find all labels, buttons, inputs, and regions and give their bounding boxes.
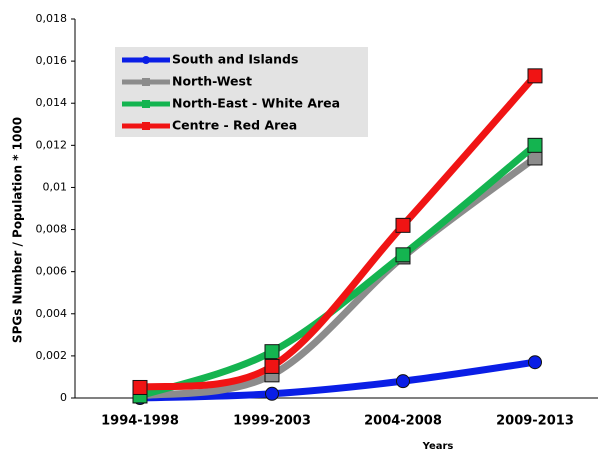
x-axis-title: Years bbox=[422, 441, 454, 452]
point bbox=[527, 137, 543, 153]
point bbox=[395, 217, 411, 233]
series-line bbox=[139, 358, 536, 402]
series-line bbox=[139, 155, 538, 400]
x-tick-label: 1999-2003 bbox=[233, 414, 311, 429]
legend-marker bbox=[142, 78, 150, 86]
y-tick-label: 0,012 bbox=[36, 138, 68, 151]
point bbox=[528, 355, 542, 370]
y-tick-label: 0,008 bbox=[36, 223, 68, 236]
series-line bbox=[138, 142, 538, 400]
legend: South and Islands North-West North-East - … bbox=[115, 47, 368, 137]
point bbox=[265, 386, 279, 401]
legend-marker bbox=[142, 100, 150, 108]
point bbox=[527, 68, 543, 84]
point bbox=[264, 358, 280, 374]
x-tick-label: 1994-1998 bbox=[101, 414, 179, 429]
y-tick-label: 0,006 bbox=[36, 265, 68, 278]
y-tick-label: 0,018 bbox=[36, 12, 68, 25]
series-line bbox=[139, 73, 538, 391]
y-tick-label: 0,016 bbox=[36, 54, 68, 67]
legend-label: Centre - Red Area bbox=[172, 118, 297, 133]
y-axis-title: SPGs Number / Population * 1000 bbox=[11, 117, 25, 343]
legend-marker bbox=[142, 56, 150, 64]
point bbox=[132, 379, 148, 395]
x-tick-label: 2009-2013 bbox=[496, 414, 574, 429]
x-tick-label: 2004-2008 bbox=[364, 414, 442, 429]
legend-label: North-West bbox=[172, 74, 252, 89]
y-tick-label: 0,002 bbox=[36, 349, 68, 362]
y-tick-label: 0,014 bbox=[36, 96, 68, 109]
y-tick-label: 0,004 bbox=[36, 307, 68, 320]
point bbox=[396, 374, 410, 389]
legend-marker bbox=[142, 122, 150, 130]
y-tick-label: 0,01 bbox=[43, 180, 68, 193]
legend-label: South and Islands bbox=[172, 52, 298, 67]
y-tick-label: 0 bbox=[60, 391, 67, 404]
point bbox=[395, 247, 411, 263]
point bbox=[264, 344, 280, 360]
legend-label: North-East - White Area bbox=[172, 96, 340, 111]
